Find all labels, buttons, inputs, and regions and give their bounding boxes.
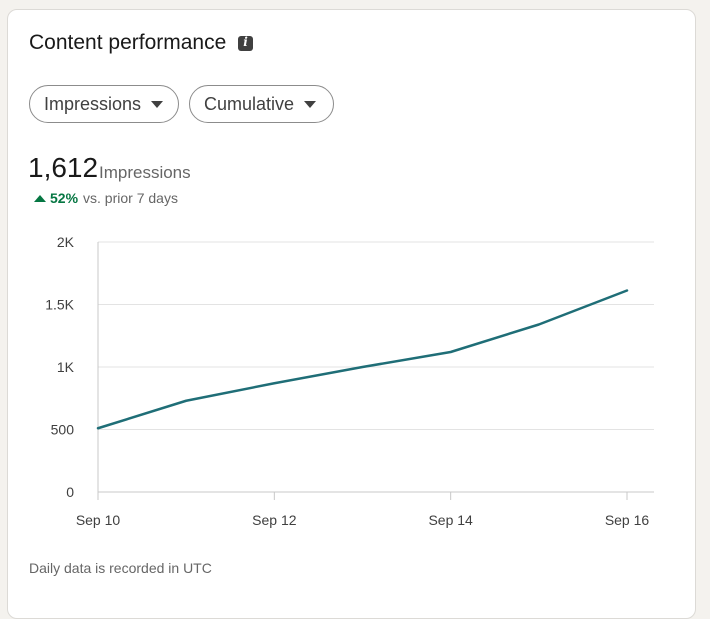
change-text: vs. prior 7 days [83,190,178,206]
x-tick-label: Sep 14 [428,512,473,528]
metric-dropdown-label: Impressions [44,93,142,114]
y-tick-label: 0 [66,484,74,500]
footer-note: Daily data is recorded in UTC [29,560,212,576]
change-percent: 52% [50,190,79,206]
y-tick-label: 500 [51,422,75,438]
caret-down-icon [304,100,317,108]
trend-up-icon [34,194,46,202]
mode-dropdown-label: Cumulative [204,93,295,114]
card-title-text: Content performance [29,31,227,54]
x-tick-label: Sep 10 [76,512,121,528]
summary-unit: Impressions [99,163,191,182]
impressions-series-line [96,289,629,430]
x-tick-label: Sep 12 [252,512,297,528]
mode-dropdown[interactable]: Cumulative [189,85,334,123]
y-tick-label: 1.5K [45,297,74,313]
y-tick-label: 1K [57,359,75,375]
metric-dropdown[interactable]: Impressions [29,85,179,123]
change-indicator: 52% vs. prior 7 days [34,190,178,206]
caret-down-icon [151,100,164,108]
summary-value: 1,612 [28,152,99,183]
info-icon[interactable] [238,35,254,51]
x-tick-label: Sep 16 [605,512,650,528]
y-tick-label: 2K [57,234,75,250]
card-title: Content performance [29,31,254,55]
